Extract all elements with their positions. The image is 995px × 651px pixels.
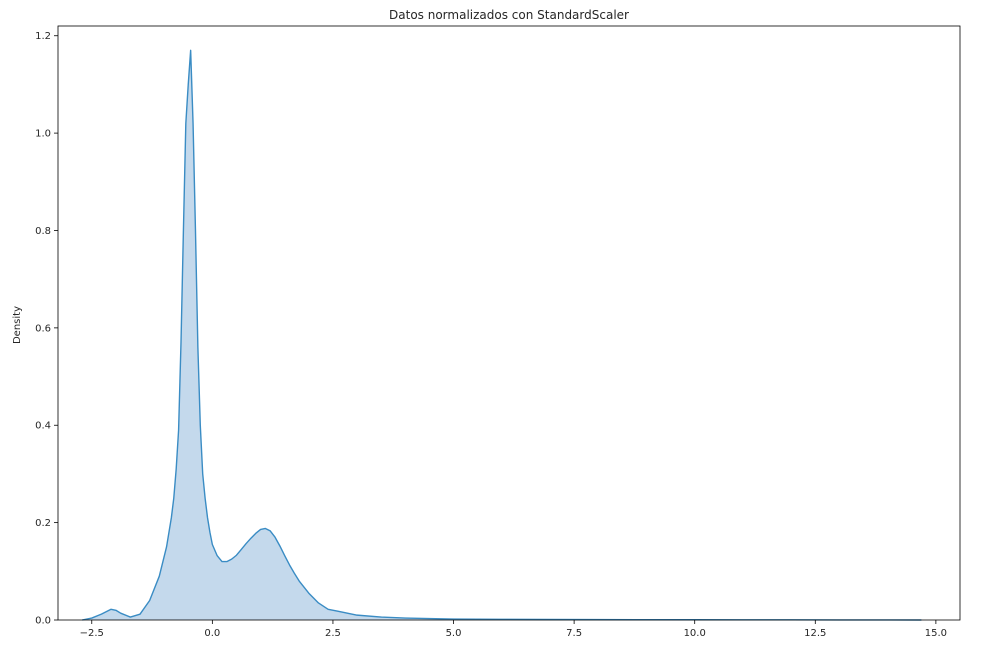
y-tick-label: 0.4 bbox=[35, 421, 51, 432]
chart-title: Datos normalizados con StandardScaler bbox=[389, 8, 629, 22]
y-tick-label: 0.6 bbox=[35, 323, 51, 334]
y-axis-label: Density bbox=[12, 306, 23, 344]
x-tick-label: 2.5 bbox=[325, 628, 341, 639]
x-tick-label: 5.0 bbox=[446, 628, 462, 639]
x-tick-label: 7.5 bbox=[566, 628, 582, 639]
y-tick-label: 0.8 bbox=[35, 226, 51, 237]
x-tick-label: 10.0 bbox=[684, 628, 706, 639]
y-tick-label: 1.0 bbox=[35, 129, 51, 140]
plot-area: −2.5 0.0 2.5 5.0 7.5 10.0 12.5 15.0 0.0 0.2 0.4 0.6… bbox=[35, 25, 961, 639]
density-line bbox=[81, 49, 922, 621]
x-tick-label: 0.0 bbox=[204, 628, 220, 639]
y-tick-label: 1.2 bbox=[35, 31, 51, 42]
y-tick-label: 0.0 bbox=[35, 616, 51, 627]
x-tick-label: 12.5 bbox=[804, 628, 826, 639]
plot-frame bbox=[57, 25, 961, 621]
density-fill-area bbox=[82, 50, 922, 620]
x-tick-label: −2.5 bbox=[80, 628, 104, 639]
x-tick-label: 15.0 bbox=[925, 628, 947, 639]
y-tick-label: 0.2 bbox=[35, 518, 51, 529]
